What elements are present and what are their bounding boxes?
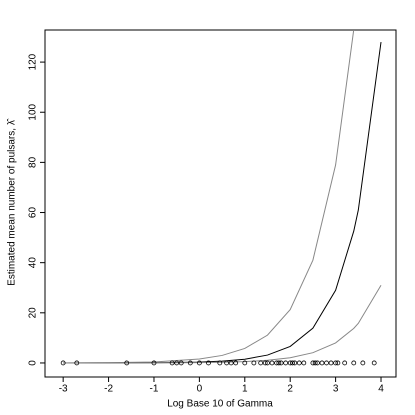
data-point [335, 360, 341, 366]
data-point [233, 360, 239, 366]
data-point [283, 360, 289, 366]
data-point [315, 360, 320, 366]
data-point [251, 360, 257, 366]
data-point [276, 360, 282, 366]
data-point [224, 360, 230, 366]
y-tick-label: 80 [28, 156, 39, 168]
data-point [169, 360, 175, 366]
y-tick-label: 0 [28, 360, 39, 366]
data-point [265, 360, 270, 366]
data-point [287, 360, 293, 366]
curve [63, 284, 382, 364]
data-point [333, 360, 339, 366]
data-point [290, 360, 295, 366]
data-point [371, 360, 377, 366]
x-tick-label: -2 [104, 384, 113, 395]
x-tick-label: 3 [333, 384, 339, 395]
x-tick-label: 2 [287, 384, 293, 395]
data-point [274, 360, 279, 366]
data-point [60, 360, 66, 366]
data-point [262, 360, 268, 366]
data-point [187, 360, 193, 366]
x-tick-label: 1 [242, 384, 248, 395]
x-tick-label: -3 [59, 384, 68, 395]
x-tick-label: 4 [378, 384, 384, 395]
data-point [228, 360, 234, 366]
data-point [151, 360, 157, 366]
data-point [324, 360, 329, 366]
y-tick-label: 120 [28, 53, 39, 70]
x-tick-label: -1 [150, 384, 159, 395]
data-point [278, 360, 284, 366]
data-point [269, 360, 275, 366]
curve [63, 30, 355, 364]
data-point [196, 360, 202, 366]
data-point [351, 360, 357, 366]
data-point [342, 360, 348, 366]
data-point [217, 360, 223, 366]
data-point [312, 360, 318, 366]
data-point [319, 360, 325, 366]
data-point [124, 360, 130, 366]
data-point [360, 360, 366, 366]
y-tick-label: 20 [28, 307, 39, 319]
y-tick-label: 40 [28, 257, 39, 269]
plot-box [44, 29, 397, 378]
data-point [174, 360, 180, 366]
data-point [206, 360, 211, 366]
data-point [310, 360, 316, 366]
y-axis-label: Estimated mean number of pulsars, λ̂ [6, 118, 18, 286]
x-tick-label: 0 [197, 384, 203, 395]
data-point [242, 360, 248, 366]
data-point [301, 360, 307, 366]
y-tick-label: 100 [28, 103, 39, 120]
plot-area [60, 30, 382, 366]
data-point [178, 360, 184, 366]
y-tick-label: 60 [28, 207, 39, 219]
data-point [292, 360, 298, 366]
data-point [328, 360, 334, 366]
x-axis-label: Log Base 10 of Gamma [167, 399, 273, 410]
data-point [296, 360, 302, 366]
data-point [74, 360, 80, 366]
data-point [258, 360, 264, 366]
curve [63, 41, 382, 364]
